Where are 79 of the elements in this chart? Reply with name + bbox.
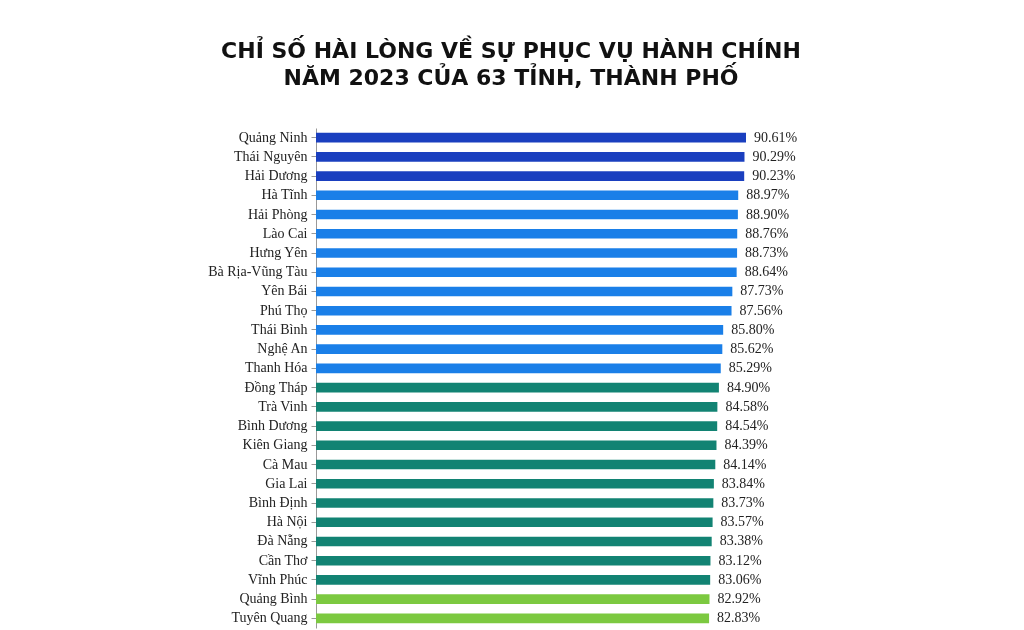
data-label: 83.84% bbox=[721, 475, 766, 491]
y-tick-label: Kiên Giang bbox=[242, 437, 308, 453]
data-label: 83.06% bbox=[718, 571, 762, 587]
y-tick-label: Quảng Ninh bbox=[238, 129, 308, 145]
bar bbox=[316, 517, 713, 528]
y-tick-label: Thái Nguyên bbox=[234, 148, 308, 164]
y-tick-label: Vĩnh Phúc bbox=[248, 571, 308, 587]
y-tick-label: Bình Định bbox=[248, 495, 308, 510]
data-label: 84.90% bbox=[726, 379, 771, 395]
y-tick-label: Thanh Hóa bbox=[244, 360, 309, 376]
y-tick-label: Thái Bình bbox=[251, 321, 308, 337]
y-tick-label: Quảng Bình bbox=[239, 591, 308, 607]
y-tick-label: Hà Tĩnh bbox=[261, 187, 308, 203]
data-label: 83.57% bbox=[720, 514, 765, 530]
bar bbox=[316, 171, 745, 181]
data-label: 85.80% bbox=[731, 321, 775, 337]
data-label: 84.58% bbox=[725, 398, 769, 414]
y-tick-label: Hải Phòng bbox=[248, 206, 308, 222]
bar bbox=[316, 402, 718, 412]
y-tick-label: Đồng Tháp bbox=[244, 379, 308, 395]
data-label: 84.54% bbox=[725, 418, 769, 434]
data-label: 85.29% bbox=[728, 360, 773, 376]
bar bbox=[316, 228, 738, 239]
bar bbox=[316, 286, 733, 297]
bar bbox=[316, 478, 714, 489]
bar bbox=[316, 459, 716, 470]
bar bbox=[316, 536, 712, 547]
data-label: 88.64% bbox=[744, 264, 789, 280]
data-label: 82.92% bbox=[717, 591, 762, 607]
y-tick-label: Hải Dương bbox=[244, 168, 308, 184]
y-tick-label: Yên Bái bbox=[261, 283, 308, 299]
bar bbox=[316, 498, 714, 508]
bar bbox=[316, 363, 721, 374]
data-label: 88.73% bbox=[745, 245, 789, 260]
bar bbox=[316, 594, 710, 604]
data-label: 90.61% bbox=[754, 129, 798, 145]
data-label: 83.12% bbox=[718, 552, 762, 568]
bar bbox=[316, 555, 711, 566]
y-tick-label: Gia Lai bbox=[265, 475, 308, 491]
data-label: 87.73% bbox=[740, 283, 784, 299]
y-tick-label: Đà Nẵng bbox=[257, 533, 308, 549]
bar bbox=[316, 613, 710, 624]
y-tick-label: Tuyên Quang bbox=[231, 610, 308, 626]
bar bbox=[316, 440, 717, 451]
bar bbox=[316, 267, 737, 278]
y-tick-label: Lào Cai bbox=[262, 225, 308, 241]
data-label: 90.29% bbox=[752, 148, 796, 164]
y-tick-label: Nghệ An bbox=[257, 341, 308, 357]
y-tick-label: Phú Thọ bbox=[259, 302, 308, 318]
data-label: 87.56% bbox=[739, 302, 784, 318]
bar bbox=[316, 248, 738, 258]
bar bbox=[316, 421, 718, 431]
data-label: 88.97% bbox=[746, 187, 790, 203]
bar bbox=[316, 575, 711, 585]
y-tick-label: Bình Dương bbox=[237, 418, 308, 434]
bar bbox=[316, 325, 724, 335]
bar bbox=[316, 344, 723, 354]
bar bbox=[316, 152, 745, 162]
y-tick-label: Hà Nội bbox=[266, 514, 308, 530]
data-label: 90.23% bbox=[752, 168, 796, 184]
bar bbox=[316, 382, 719, 393]
data-label: 84.39% bbox=[724, 437, 768, 453]
bar bbox=[316, 190, 739, 201]
bar bbox=[316, 132, 746, 143]
data-label: 83.38% bbox=[719, 533, 764, 549]
chart-title: CHỈ SỐ HÀI LÒNG VỀ SỰ PHỤC VỤ HÀNH CHÍNH NĂM 2023 CỦA 63 TỈNH, THÀNH PHỐ bbox=[221, 35, 801, 90]
data-label: 84.14% bbox=[723, 456, 767, 472]
y-tick-label: Cà Mau bbox=[262, 456, 308, 472]
data-label: 88.76% bbox=[745, 225, 789, 241]
y-tick-label: Hưng Yên bbox=[249, 245, 308, 260]
bar bbox=[316, 209, 738, 220]
data-label: 83.73% bbox=[721, 495, 765, 510]
y-tick-label: Bà Rịa-Vũng Tàu bbox=[208, 264, 308, 280]
y-tick-label: Cần Thơ bbox=[258, 552, 309, 568]
data-label: 85.62% bbox=[730, 341, 774, 357]
data-label: 88.90% bbox=[745, 206, 790, 222]
bar bbox=[316, 305, 732, 316]
data-label: 82.83% bbox=[717, 610, 761, 626]
y-tick-label: Trà Vinh bbox=[258, 398, 308, 414]
